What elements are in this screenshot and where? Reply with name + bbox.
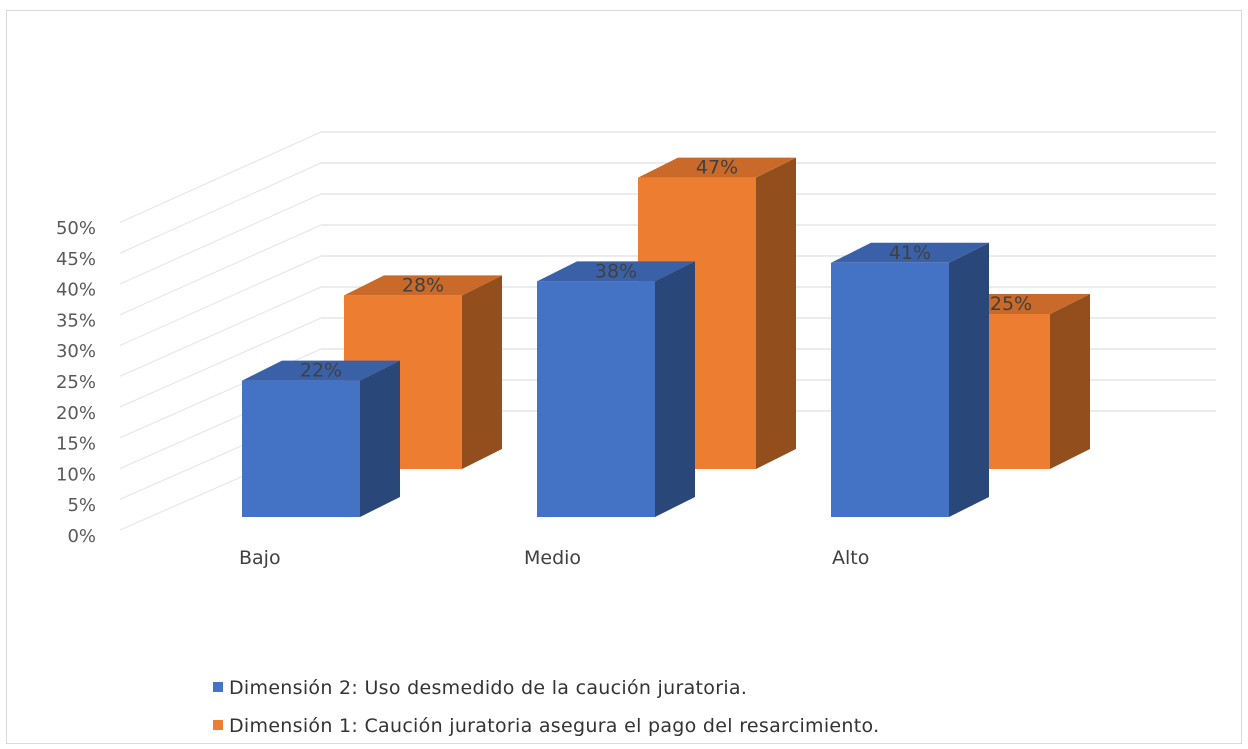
- legend-swatch-orange: [213, 719, 223, 730]
- y-tick-label: 20%: [56, 403, 96, 424]
- data-label: 38%: [595, 260, 637, 282]
- y-tick-label: 0%: [67, 526, 96, 547]
- data-label: 28%: [402, 274, 444, 296]
- bar-series-1: [242, 380, 360, 517]
- side-gridline: [119, 162, 322, 254]
- bar-series-1-top: [537, 261, 695, 282]
- legend-item-series-1: Dimensión 2: Uso desmedido de la caución…: [213, 677, 747, 699]
- data-label: 41%: [889, 242, 931, 264]
- y-tick-label: 35%: [56, 310, 96, 331]
- y-tick-label: 50%: [56, 218, 96, 239]
- x-tick-label: Bajo: [239, 547, 281, 569]
- side-gridline: [119, 286, 322, 377]
- side-gridline: [119, 224, 322, 316]
- legend-item-series-2: Dimensión 1: Caución juratoria asegura e…: [213, 715, 879, 737]
- bar-series-1-side: [360, 360, 400, 517]
- y-tick-label: 30%: [56, 341, 96, 362]
- bar-series-1-top: [242, 360, 400, 381]
- bar-series-2-side: [756, 157, 796, 469]
- data-label: 22%: [300, 360, 342, 382]
- y-tick-label: 10%: [56, 464, 96, 485]
- side-gridline: [119, 255, 322, 346]
- legend-swatch-blue: [213, 681, 223, 692]
- y-tick-label: 15%: [56, 434, 96, 455]
- y-tick-label: 45%: [56, 249, 96, 270]
- bar-series-2-top: [638, 157, 796, 178]
- legend-label-series-2: Dimensión 1: Caución juratoria asegura e…: [229, 715, 880, 737]
- data-label: 47%: [696, 157, 738, 179]
- bar-series-2-side: [1050, 294, 1090, 469]
- bar-series-1: [537, 281, 655, 517]
- bar-series-1-top: [831, 242, 989, 263]
- y-tick-label: 40%: [56, 280, 96, 301]
- side-gridline: [119, 131, 322, 223]
- bar-series-1-side: [949, 242, 989, 518]
- side-gridline: [119, 193, 322, 285]
- bar-series-2-side: [462, 275, 502, 469]
- x-tick-label: Alto: [832, 547, 869, 569]
- bar-series-1-side: [655, 261, 695, 517]
- x-tick-label: Medio: [524, 547, 581, 569]
- legend-label-series-1: Dimensión 2: Uso desmedido de la caución…: [229, 677, 748, 699]
- data-label: 25%: [990, 293, 1032, 315]
- bar-series-2-top: [344, 275, 502, 296]
- bar-series-1: [831, 262, 949, 517]
- side-gridline: [119, 317, 322, 408]
- y-tick-label: 25%: [56, 372, 96, 393]
- y-tick-label: 5%: [67, 495, 96, 516]
